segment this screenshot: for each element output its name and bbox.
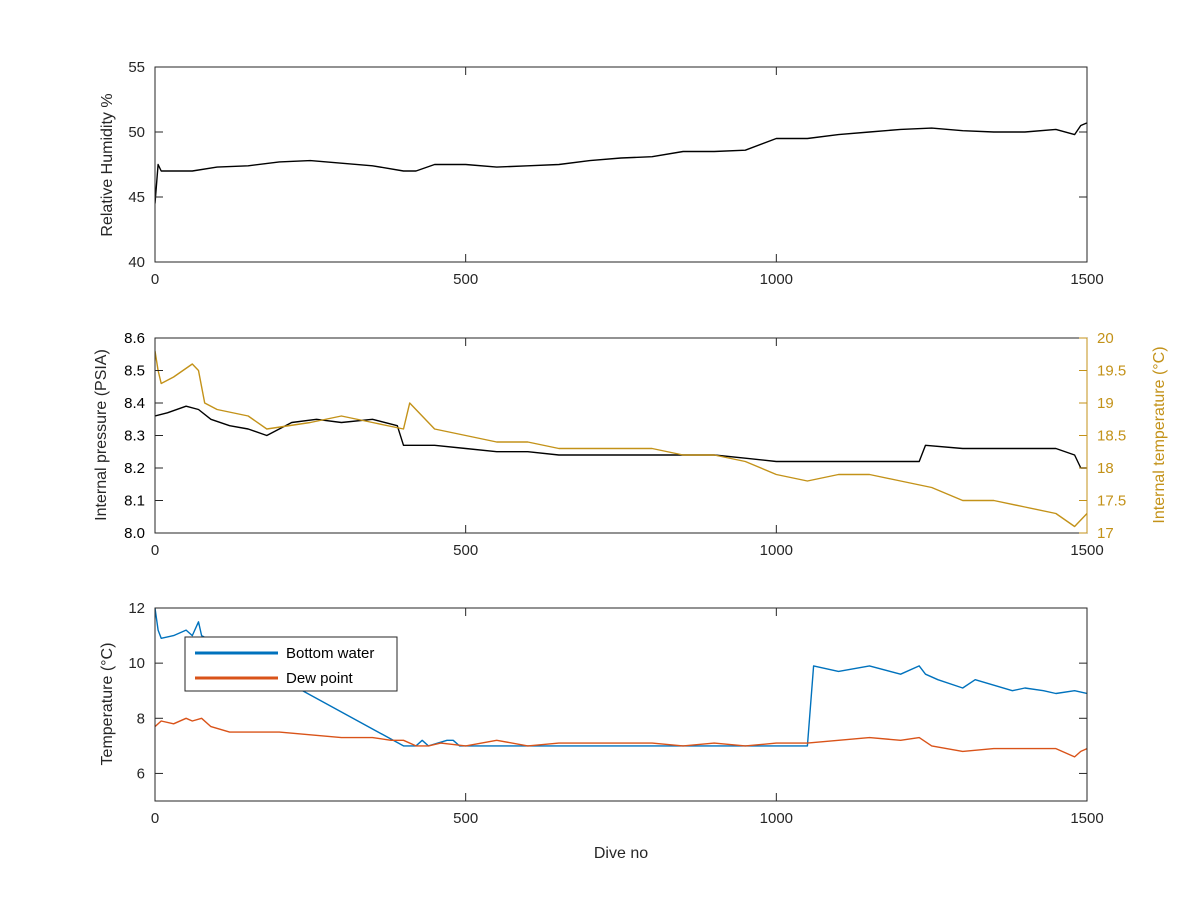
x-tick-label: 1500	[1070, 271, 1103, 288]
pressure-ylabel: Internal pressure (PSIA)	[93, 349, 110, 521]
y-tick-label: 10	[128, 655, 145, 672]
humidity-ylabel: Relative Humidity %	[99, 93, 116, 236]
axes-frame	[154, 66, 1088, 263]
y-tick-label: 50	[128, 124, 145, 141]
y2-tick-label: 17.5	[1097, 493, 1126, 510]
axes-frame	[154, 607, 1088, 802]
series-line-p1-s0	[155, 405, 1087, 469]
humidity-axes: 0 500 1000 1500 40 45 50 55	[128, 59, 1103, 288]
y-tick-label: 8.6	[124, 330, 145, 347]
x-tick-label: 1500	[1070, 810, 1103, 827]
y2-tick-label: 19.5	[1097, 363, 1126, 380]
temperature-xlabel: Dive no	[594, 845, 648, 862]
humidity-panel: 0 500 1000 1500 40 45 50 55 Relative Humidity %	[99, 59, 1104, 288]
x-tick-label: 1500	[1070, 542, 1103, 559]
x-tick-label: 0	[151, 542, 159, 559]
y-tick-label: 8.0	[124, 525, 145, 542]
y-tick-label: 8	[137, 710, 145, 727]
y2-tick-label: 19	[1097, 395, 1114, 412]
y-tick-label: 40	[128, 254, 145, 271]
y-tick-label: 6	[137, 765, 145, 782]
y2-tick-label: 18.5	[1097, 428, 1126, 445]
legend-label-dew-point: Dew point	[286, 670, 354, 687]
temperature-axes: 0 500 1000 1500 6 8 10 12	[128, 600, 1103, 827]
temperature-panel: 0 500 1000 1500 6 8 10 12 Temperature (°C) Dive…	[99, 600, 1104, 862]
x-tick-label: 500	[453, 271, 478, 288]
y-tick-label: 8.5	[124, 363, 145, 380]
x-tick-label: 0	[151, 810, 159, 827]
y-tick-label: 45	[128, 189, 145, 206]
y-tick-label: 8.1	[124, 493, 145, 510]
series-line-p2-s1	[155, 717, 1087, 758]
x-tick-label: 1000	[760, 271, 793, 288]
legend: Bottom water Dew point	[184, 636, 398, 692]
y2-tick-label: 20	[1097, 330, 1114, 347]
series-line-p2-s0	[155, 608, 1087, 747]
y2-tick-label: 17	[1097, 525, 1114, 542]
series-line-p0-s0	[155, 122, 1087, 204]
series-line-p1-s1	[155, 350, 1087, 528]
y-tick-label: 8.4	[124, 395, 145, 412]
pressure-axes: 0 500 1000 1500 8.0 8.1 8.2 8.3 8.4 8.5 8.6 17 17.5 1…	[124, 330, 1126, 559]
pressure-plot-area	[155, 350, 1087, 528]
legend-label-bottom-water: Bottom water	[286, 645, 374, 662]
y-tick-label: 55	[128, 59, 145, 76]
y2-tick-label: 18	[1097, 460, 1114, 477]
internal-temperature-ylabel: Internal temperature (°C)	[1151, 346, 1168, 523]
temperature-plot-area	[155, 608, 1087, 758]
x-tick-label: 500	[453, 542, 478, 559]
y-tick-label: 8.2	[124, 460, 145, 477]
legend-box	[184, 636, 398, 692]
y-tick-label: 12	[128, 600, 145, 617]
x-tick-label: 1000	[760, 542, 793, 559]
x-tick-label: 1000	[760, 810, 793, 827]
x-tick-label: 500	[453, 810, 478, 827]
temperature-ylabel: Temperature (°C)	[99, 643, 116, 766]
humidity-plot-area	[155, 122, 1087, 204]
x-tick-label: 0	[151, 271, 159, 288]
pressure-panel: 0 500 1000 1500 8.0 8.1 8.2 8.3 8.4 8.5 8.6 17 17.5 1…	[93, 330, 1168, 559]
y-tick-label: 8.3	[124, 428, 145, 445]
